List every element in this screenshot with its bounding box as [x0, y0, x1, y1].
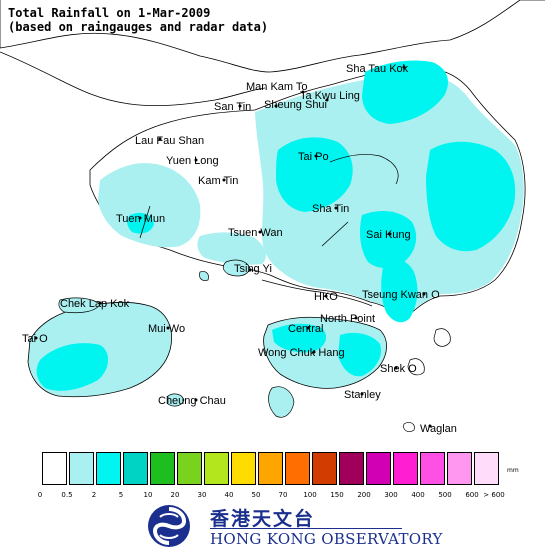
label-san-tin: San Tin: [214, 101, 251, 113]
shing-mun-river: [321, 221, 349, 247]
label-yuen-long: Yuen Long: [166, 155, 219, 167]
legend-tick-label: 200: [357, 491, 371, 499]
label-tsing-yi: Tsing Yi: [234, 263, 272, 275]
legend-tick-label: 0.5: [61, 491, 73, 499]
label-shek-o: Shek O: [380, 363, 417, 375]
tolo-harbour-shore: [329, 154, 399, 185]
island-east-2: [407, 358, 425, 376]
label-kam-tin: Kam Tin: [198, 175, 238, 187]
legend-tick-label: 150: [330, 491, 344, 499]
legend-tick-label: 40: [224, 491, 234, 499]
legend-swatch: [420, 452, 445, 485]
legend-swatch: [312, 452, 337, 485]
legend-tick-label: 2: [91, 491, 97, 499]
label-sai-kung: Sai Kung: [366, 229, 411, 241]
legend-tick-label: 10: [143, 491, 153, 499]
island-ma-wan: [199, 271, 209, 281]
legend-swatch: [96, 452, 121, 485]
logo-english-text: HONG KONG OBSERVATORY: [210, 530, 443, 548]
legend-swatch: [285, 452, 310, 485]
rain-band-0.5-2-north: [255, 73, 524, 316]
legend-swatch: [231, 452, 256, 485]
label-sheung-shui: Sheung Shui: [264, 99, 327, 111]
legend-swatch: [366, 452, 391, 485]
label-lau-fau-shan: Lau Fau Shan: [135, 135, 204, 147]
rain-band-0.5-2-west: [98, 163, 201, 248]
legend-tick-label: 600: [465, 491, 479, 499]
rain-band-2-5-tuenmun: [127, 212, 154, 234]
mainland-shenzhen: [0, 0, 545, 73]
hko-emblem-icon: [148, 505, 190, 547]
kowloon-shore: [261, 279, 373, 307]
rain-band-2-5-tko: [381, 259, 418, 323]
label-hko: HKO: [314, 291, 338, 303]
rain-band-2-5-taipo: [276, 137, 353, 212]
label-sha-tin: Sha Tin: [312, 203, 349, 215]
legend-swatch: [42, 452, 67, 485]
map-title: Total Rainfall on 1-Mar-2009: [8, 6, 211, 20]
legend-swatch: [339, 452, 364, 485]
island-cheung-chau: [167, 393, 185, 407]
legend-tick-label: 30: [197, 491, 207, 499]
map-subtitle: (based on raingauges and radar data): [8, 20, 269, 34]
label-tseung-kwan-o: Tseung Kwan O: [362, 289, 440, 301]
label-tuen-mun: Tuen Mun: [116, 213, 165, 225]
label-tsuen-wan: Tsuen Wan: [228, 227, 283, 239]
legend-tick-label: > 600: [483, 491, 505, 499]
label-tai-o: Tai O: [22, 333, 48, 345]
rain-band-2-5-saikung: [360, 210, 417, 268]
island-chek-lap-kok: [58, 297, 101, 314]
legend-swatch: [177, 452, 202, 485]
label-sha-tau-kok: Sha Tau Kok: [346, 63, 409, 75]
mainland-shore: [0, 51, 266, 107]
label-tai-po: Tai Po: [298, 151, 329, 163]
island-lamma: [268, 386, 295, 418]
island-east-1: [433, 328, 451, 347]
label-waglan: Waglan: [420, 423, 457, 435]
station-markers: [34, 65, 432, 428]
rain-band-2-5-hkisland: [272, 323, 327, 353]
label-stanley: Stanley: [344, 389, 381, 401]
legend-tick-label: 300: [384, 491, 398, 499]
rain-band-2-5-lantau: [36, 343, 109, 391]
legend-unit: mm: [507, 467, 519, 474]
label-central: Central: [288, 323, 323, 335]
label-mui-wo: Mui Wo: [148, 323, 185, 335]
label-man-kam-to: Man Kam To: [246, 81, 308, 93]
rainfall-map: Sha Tau Kok Man Kam To Ta Kwu Ling San T…: [0, 0, 545, 435]
rain-band-2-5-shataukok: [362, 60, 448, 124]
rainfall-legend: [42, 452, 501, 485]
legend-swatch: [150, 452, 175, 485]
label-cheung-chau: Cheung Chau: [158, 395, 226, 407]
legend-swatch: [474, 452, 499, 485]
rain-band-0.5-2-tsuenwan: [197, 232, 266, 265]
legend-swatch: [258, 452, 283, 485]
label-wong-chuk-hang: Wong Chuk Hang: [258, 347, 345, 359]
legend-tick-label: 500: [438, 491, 452, 499]
legend-swatch: [204, 452, 229, 485]
legend-swatch: [123, 452, 148, 485]
legend-tick-label: 400: [411, 491, 425, 499]
legend-swatch: [69, 452, 94, 485]
legend-swatch: [393, 452, 418, 485]
legend-tick-label: 50: [251, 491, 261, 499]
legend-tick-label: 70: [278, 491, 288, 499]
legend-tick-label: 20: [170, 491, 180, 499]
rain-band-2-5-east: [426, 141, 516, 252]
legend-swatch: [447, 452, 472, 485]
label-north-point: North Point: [320, 313, 375, 325]
label-chek-lap-kok: Chek Lap Kok: [60, 298, 130, 310]
hko-logo: 香港天文台 HONG KONG OBSERVATORY: [146, 503, 442, 549]
legend-tick-label: 0: [37, 491, 43, 499]
legend-tick-label: 100: [303, 491, 317, 499]
logo-chinese-text: 香港天文台: [210, 508, 316, 530]
label-ta-kwu-ling: Ta Kwu Ling: [300, 90, 360, 102]
rain-band-2-5-stanley: [338, 332, 382, 377]
legend-tick-label: 5: [118, 491, 124, 499]
tuen-mun-river: [139, 205, 151, 239]
logo-rule: [210, 528, 402, 529]
island-tsing-yi: [222, 259, 251, 277]
island-waglan: [403, 422, 415, 432]
